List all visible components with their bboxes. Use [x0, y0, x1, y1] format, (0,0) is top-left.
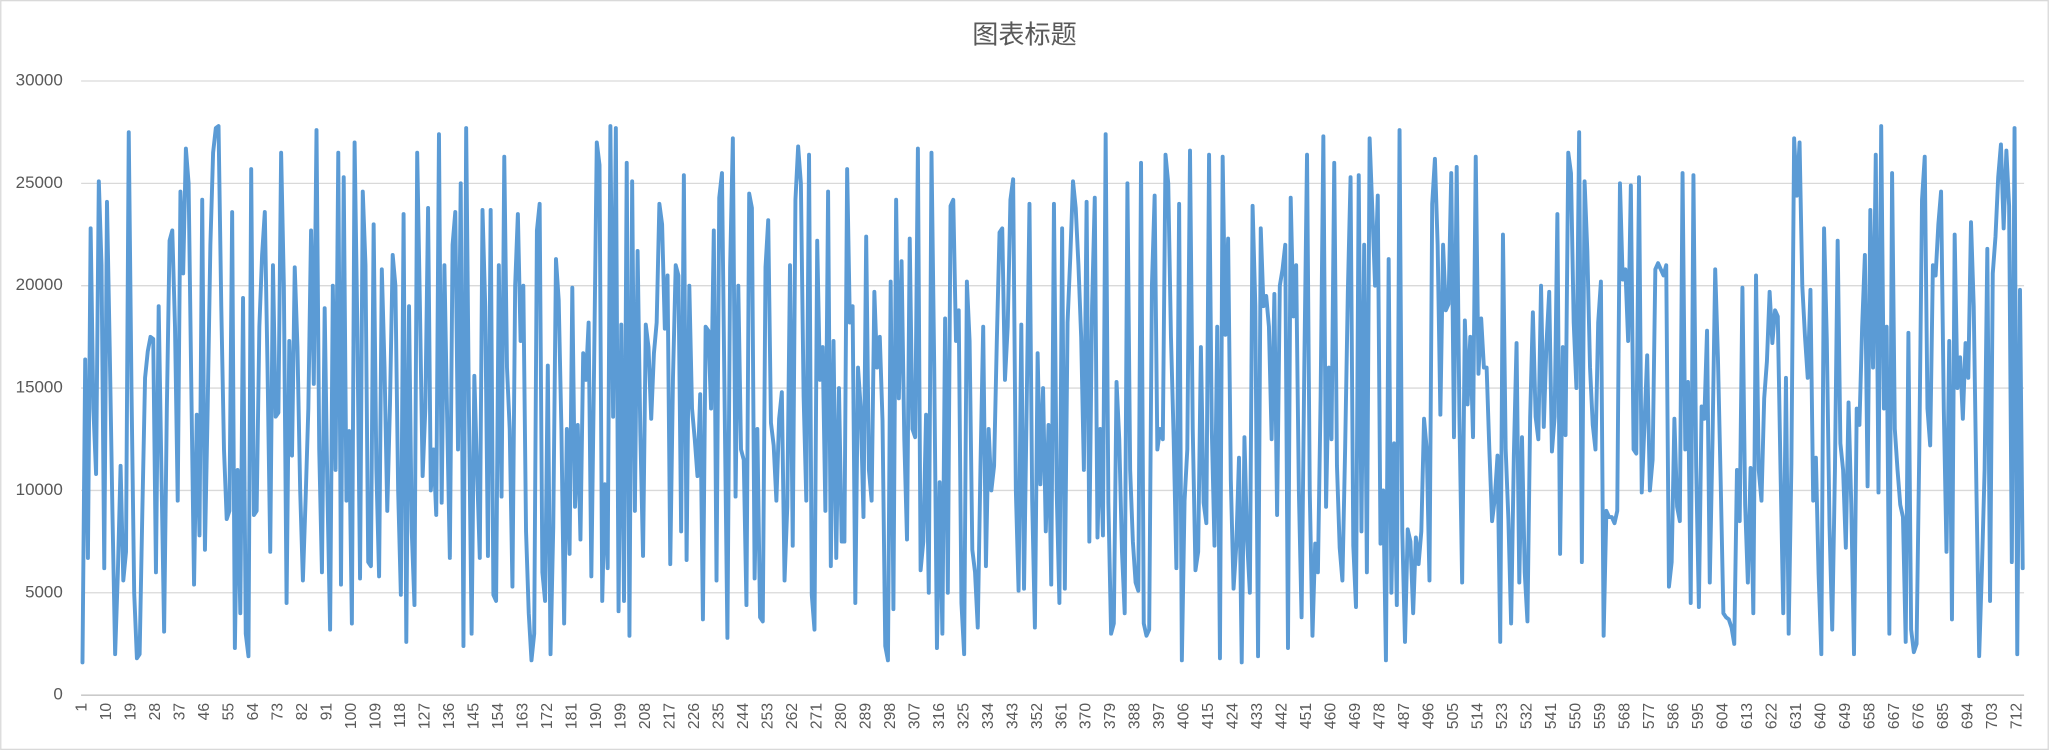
x-tick-label: 208: [637, 703, 654, 729]
x-tick-label: 244: [735, 703, 752, 729]
x-tick-label: 685: [1935, 703, 1952, 729]
x-tick-label: 334: [980, 703, 997, 729]
x-tick-label: 433: [1249, 703, 1266, 729]
x-tick-label: 559: [1592, 703, 1609, 729]
x-tick-label: 496: [1421, 703, 1438, 729]
x-tick-label: 226: [686, 703, 703, 729]
x-tick-label: 199: [612, 703, 629, 729]
x-tick-label: 46: [196, 703, 213, 721]
x-tick-label: 172: [539, 703, 556, 729]
x-tick-label: 613: [1739, 703, 1756, 729]
x-tick-label: 370: [1078, 703, 1095, 729]
x-tick-label: 397: [1151, 703, 1168, 729]
x-tick-label: 532: [1519, 703, 1536, 729]
x-tick-label: 460: [1323, 703, 1340, 729]
x-tick-label: 109: [368, 703, 385, 729]
x-tick-label: 658: [1861, 703, 1878, 729]
x-tick-label: 343: [1004, 703, 1021, 729]
x-tick-label: 163: [514, 703, 531, 729]
x-tick-label: 649: [1837, 703, 1854, 729]
x-tick-label: 118: [392, 703, 409, 728]
x-tick-label: 568: [1617, 703, 1634, 729]
data-line: [80, 124, 2025, 665]
x-tick-label: 235: [710, 703, 727, 729]
x-tick-label: 73: [270, 703, 287, 721]
x-tick-label: 550: [1568, 703, 1585, 729]
x-tick-label: 406: [1176, 703, 1193, 729]
x-tick-label: 280: [833, 703, 850, 729]
x-tick-label: 298: [882, 703, 899, 729]
x-tick-label: 523: [1494, 703, 1511, 729]
x-tick-label: 325: [955, 703, 972, 729]
x-tick-label: 190: [588, 703, 605, 729]
x-tick-label: 28: [147, 703, 164, 721]
y-tick-label: 5000: [25, 582, 63, 601]
x-tick-label: 595: [1690, 703, 1707, 729]
y-tick-label: 10000: [16, 480, 63, 499]
x-tick-label: 388: [1127, 703, 1144, 729]
x-tick-label: 514: [1470, 703, 1487, 729]
x-tick-label: 136: [441, 703, 458, 729]
x-tick-label: 676: [1910, 703, 1927, 729]
x-tick-label: 415: [1200, 703, 1217, 729]
x-tick-label: 640: [1812, 703, 1829, 729]
x-tick-label: 424: [1225, 703, 1242, 729]
x-tick-label: 217: [661, 703, 678, 729]
x-tick-label: 352: [1029, 703, 1046, 729]
x-tick-label: 10: [98, 703, 115, 721]
x-tick-label: 505: [1445, 703, 1462, 729]
x-tick-label: 478: [1372, 703, 1389, 729]
y-tick-label: 0: [53, 685, 62, 704]
chart-title: 图表标题: [972, 19, 1077, 49]
x-tick-label: 19: [123, 703, 140, 720]
x-tick-label: 316: [931, 703, 948, 729]
y-tick-label: 30000: [16, 70, 63, 89]
x-tick-label: 631: [1788, 703, 1805, 729]
x-tick-label: 253: [759, 703, 776, 729]
x-tick-label: 694: [1959, 703, 1976, 729]
x-tick-label: 487: [1396, 703, 1413, 729]
x-tick-label: 622: [1763, 703, 1780, 729]
x-tick-label: 127: [416, 703, 433, 729]
x-tick-label: 469: [1347, 703, 1364, 729]
x-tick-label: 451: [1298, 703, 1315, 729]
x-tick-label: 271: [808, 703, 825, 729]
x-tick-label: 712: [2008, 703, 2025, 729]
x-tick-label: 667: [1886, 703, 1903, 729]
x-tick-label: 577: [1641, 703, 1658, 729]
x-tick-label: 55: [221, 703, 238, 721]
x-tick-label: 37: [172, 703, 189, 720]
x-tick-label: 703: [1984, 703, 2001, 729]
y-tick-label: 25000: [16, 173, 63, 192]
x-tick-label: 442: [1274, 703, 1291, 729]
x-tick-label: 154: [490, 703, 507, 729]
x-tick-label: 586: [1666, 703, 1683, 729]
x-tick-label: 100: [343, 703, 360, 729]
x-tick-label: 379: [1102, 703, 1119, 729]
x-tick-label: 541: [1543, 703, 1560, 729]
x-tick-label: 64: [245, 703, 262, 721]
x-tick-label: 181: [563, 703, 580, 729]
x-tick-label: 604: [1715, 703, 1732, 729]
x-tick-label: 145: [465, 703, 482, 729]
x-tick-label: 361: [1053, 703, 1070, 729]
y-tick-label: 15000: [16, 378, 63, 397]
x-tick-label: 289: [857, 703, 874, 729]
x-tick-label: 307: [906, 703, 923, 729]
x-tick-label: 91: [319, 703, 336, 720]
x-tick-label: 1: [74, 703, 91, 712]
y-tick-label: 20000: [16, 275, 63, 294]
x-tick-label: 82: [294, 703, 311, 720]
x-tick-label: 262: [784, 703, 801, 729]
